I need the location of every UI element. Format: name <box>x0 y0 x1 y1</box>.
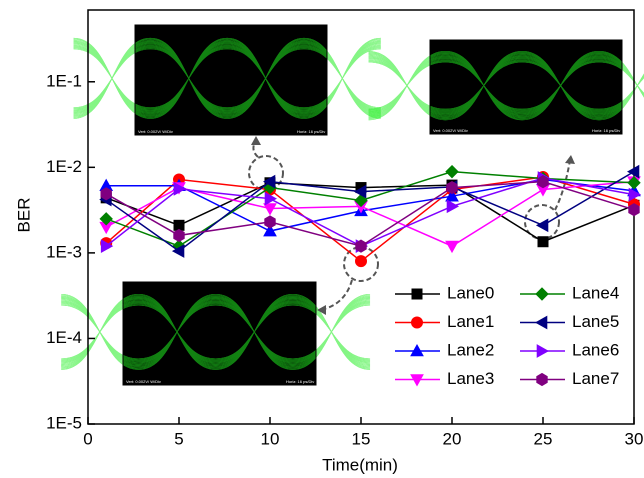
marker <box>537 219 548 231</box>
legend-label: Lane2 <box>447 340 494 359</box>
marker <box>447 182 457 194</box>
legend-label: Lane0 <box>447 283 494 302</box>
marker <box>356 240 366 252</box>
eye-vert-label: Vert: 0.002V/ W/Div <box>126 379 161 384</box>
arrow-head <box>565 155 575 164</box>
marker <box>174 220 184 230</box>
marker <box>356 256 367 267</box>
y-tick-label: 1E-2 <box>46 157 82 176</box>
y-tick-label: 1E-4 <box>46 328 82 347</box>
y-tick-label: 1E-3 <box>46 242 82 261</box>
series-line <box>106 172 634 251</box>
x-tick-label: 5 <box>174 429 183 448</box>
x-tick-label: 25 <box>534 429 553 448</box>
eye-diagrams: Vert: 0.002V/ W/Div Horiz: 16 ps/Div Vert:… <box>61 25 644 385</box>
marker <box>629 204 639 216</box>
x-tick-label: 10 <box>261 429 280 448</box>
marker <box>447 200 458 212</box>
legend-label: Lane7 <box>572 369 619 388</box>
eye-horiz-label: Horiz: 16 ps/Div <box>592 128 620 133</box>
legend-label: Lane6 <box>572 340 619 359</box>
marker <box>536 317 547 329</box>
x-tick-label: 30 <box>625 429 644 448</box>
legend-label: Lane3 <box>447 369 494 388</box>
chart: BER Time(min) Vert: 0.002V/ W/Div Horiz: … <box>0 0 644 478</box>
marker <box>446 166 458 178</box>
marker <box>446 241 458 252</box>
x-tick-label: 20 <box>443 429 462 448</box>
eye-vert-label: Vert: 0.002V/ W/Div <box>138 129 173 134</box>
marker <box>265 216 275 228</box>
callout-arrow <box>320 280 352 310</box>
marker <box>537 345 548 357</box>
y-tick-label: 1E-5 <box>46 413 82 432</box>
x-tick-label: 0 <box>83 429 92 448</box>
eye-horiz-label: Horiz: 16 ps/Div <box>286 379 314 384</box>
y-axis-label: BER <box>14 198 33 233</box>
x-tick-label: 15 <box>352 429 371 448</box>
marker <box>537 374 547 386</box>
marker <box>538 176 548 188</box>
marker <box>412 289 422 299</box>
arrow-head <box>251 136 261 145</box>
x-axis-label: Time(min) <box>322 455 398 474</box>
marker <box>538 237 548 247</box>
marker <box>412 317 423 328</box>
eye-horiz-label: Horiz: 16 ps/Div <box>297 129 325 134</box>
marker <box>174 229 184 241</box>
legend-label: Lane1 <box>447 312 494 331</box>
eye-vert-label: Vert: 0.002V/ W/Div <box>433 128 468 133</box>
marker <box>536 288 548 300</box>
y-tick-label: 1E-1 <box>46 71 82 90</box>
legend-label: Lane5 <box>572 312 619 331</box>
legend-label: Lane4 <box>572 283 619 302</box>
marker <box>101 188 111 200</box>
